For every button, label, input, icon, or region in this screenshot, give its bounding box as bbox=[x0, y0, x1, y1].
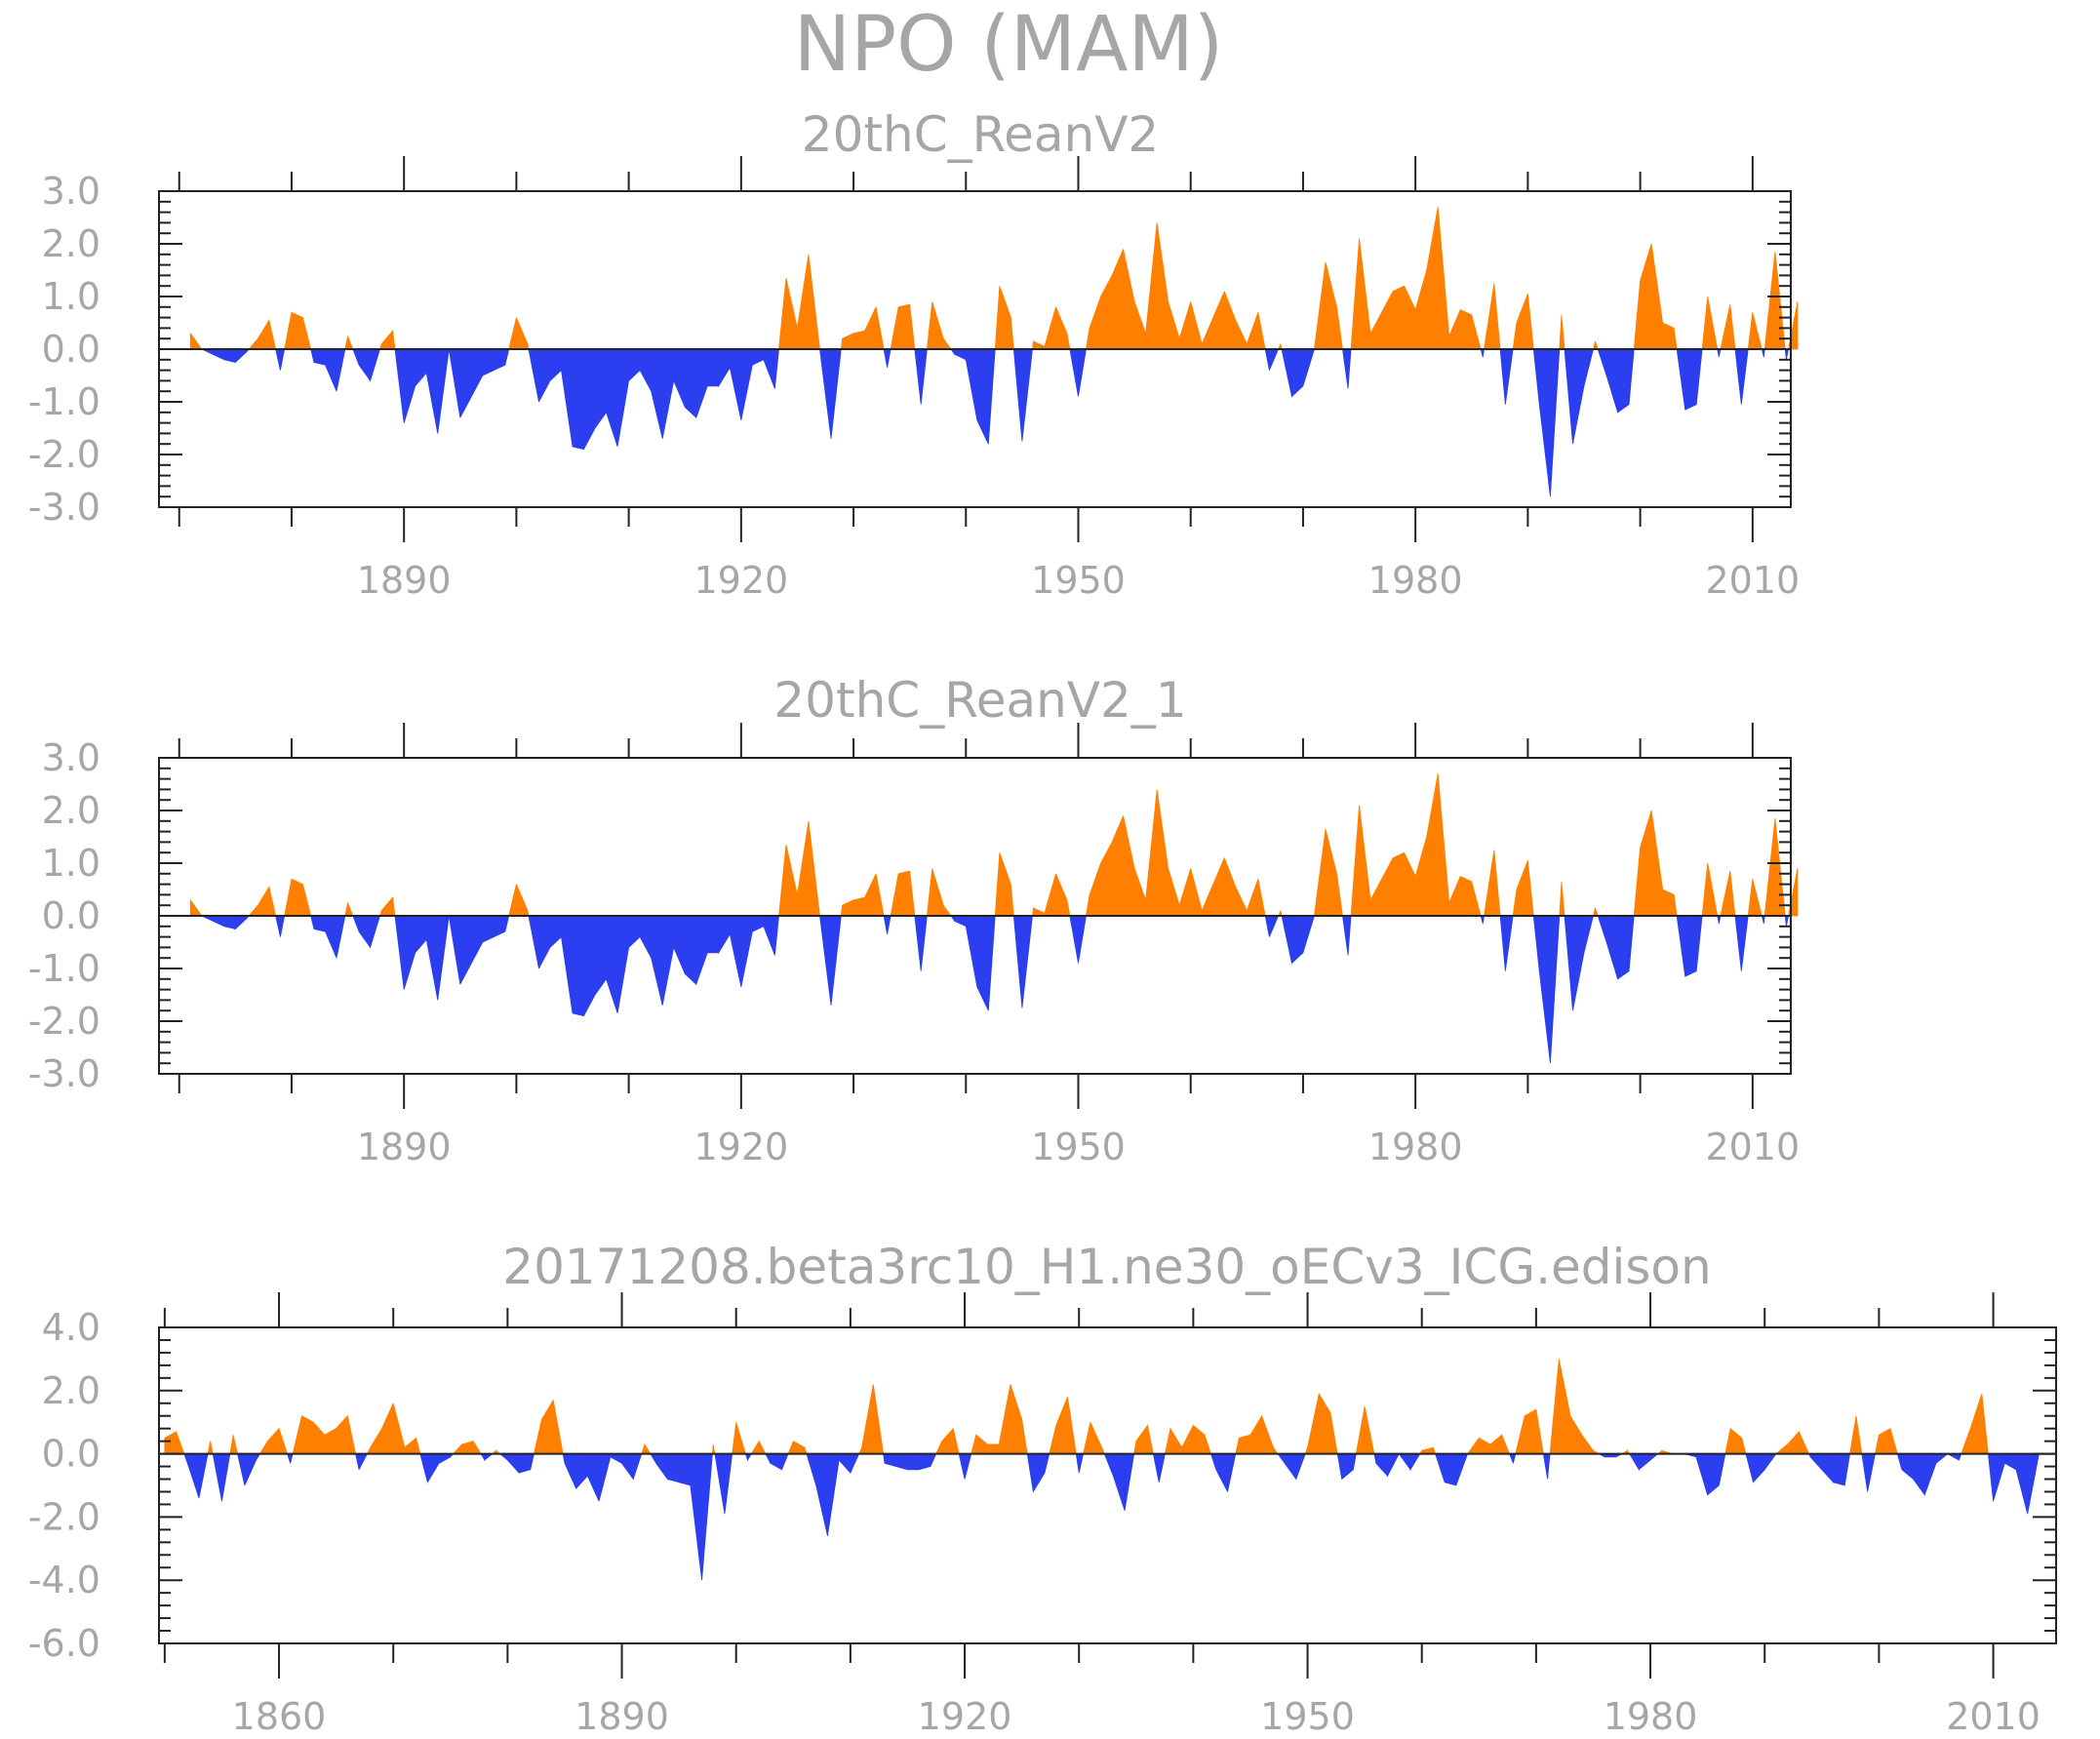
y-tick-label: 1.0 bbox=[42, 842, 100, 885]
y-tick-label: 3.0 bbox=[42, 170, 100, 213]
y-tick-label: 0.0 bbox=[42, 894, 100, 937]
plot-frame bbox=[158, 1326, 2057, 1644]
x-tick-label: 1920 bbox=[693, 559, 788, 602]
y-tick-label: 2.0 bbox=[42, 789, 100, 832]
y-tick-label: 2.0 bbox=[42, 222, 100, 265]
negative-area bbox=[183, 1453, 2040, 1581]
y-tick-label: 3.0 bbox=[42, 736, 100, 779]
negative-area bbox=[201, 348, 1789, 497]
y-tick-label: -3.0 bbox=[28, 1052, 100, 1095]
y-tick-label: 4.0 bbox=[42, 1306, 100, 1349]
y-tick-label: -2.0 bbox=[28, 433, 100, 476]
y-tick-label: 2.0 bbox=[42, 1369, 100, 1412]
y-tick-label: -2.0 bbox=[28, 1495, 100, 1538]
x-tick-label: 2010 bbox=[1705, 559, 1800, 602]
x-tick-label: 1890 bbox=[357, 1126, 452, 1168]
y-tick-label: 1.0 bbox=[42, 275, 100, 318]
panel-3: 20171208.beta3rc10_H1.ne30_oECv3_ICG.edi… bbox=[28, 1239, 2057, 1738]
y-tick-label: -6.0 bbox=[28, 1622, 100, 1665]
x-tick-label: 1980 bbox=[1604, 1695, 1698, 1738]
panel-2: 20thC_ReanV2_1 3.0 2.0 1.0 0.0 -1.0 -2.0 -3.0 1… bbox=[28, 672, 1800, 1168]
x-tick-label: 1980 bbox=[1368, 559, 1463, 602]
panel-1: 20thC_ReanV2 3.0 2.0 1.0 0.0 -1.0 -2.0 -3.0 189… bbox=[28, 106, 1800, 602]
x-tick-label: 2010 bbox=[1705, 1126, 1800, 1168]
positive-area bbox=[164, 1359, 1989, 1454]
x-tick-label: 1890 bbox=[575, 1695, 669, 1738]
x-tick-label: 1920 bbox=[918, 1695, 1012, 1738]
positive-area bbox=[189, 773, 1799, 917]
x-tick-label: 1980 bbox=[1368, 1126, 1463, 1168]
x-tick-label: 1890 bbox=[357, 559, 452, 602]
negative-area bbox=[201, 915, 1789, 1064]
y-tick-label: -4.0 bbox=[28, 1559, 100, 1601]
y-tick-label: -2.0 bbox=[28, 1000, 100, 1043]
positive-area bbox=[189, 207, 1799, 350]
y-tick-label: 0.0 bbox=[42, 328, 100, 371]
x-tick-label: 1920 bbox=[693, 1126, 788, 1168]
x-tick-label: 1950 bbox=[1260, 1695, 1355, 1738]
panel-1-title: 20thC_ReanV2 bbox=[802, 106, 1159, 163]
panel-2-title: 20thC_ReanV2_1 bbox=[773, 672, 1186, 729]
main-title: NPO (MAM) bbox=[794, 1, 1223, 89]
x-tick-label: 1860 bbox=[232, 1695, 327, 1738]
y-tick-label: -1.0 bbox=[28, 380, 100, 423]
y-tick-label: 0.0 bbox=[42, 1433, 100, 1476]
x-tick-label: 2010 bbox=[1946, 1695, 2041, 1738]
y-tick-label: -3.0 bbox=[28, 486, 100, 529]
panel-3-title: 20171208.beta3rc10_H1.ne30_oECv3_ICG.edi… bbox=[502, 1239, 1711, 1295]
y-tick-label: -1.0 bbox=[28, 947, 100, 990]
x-tick-label: 1950 bbox=[1031, 559, 1126, 602]
x-tick-label: 1950 bbox=[1031, 1126, 1126, 1168]
